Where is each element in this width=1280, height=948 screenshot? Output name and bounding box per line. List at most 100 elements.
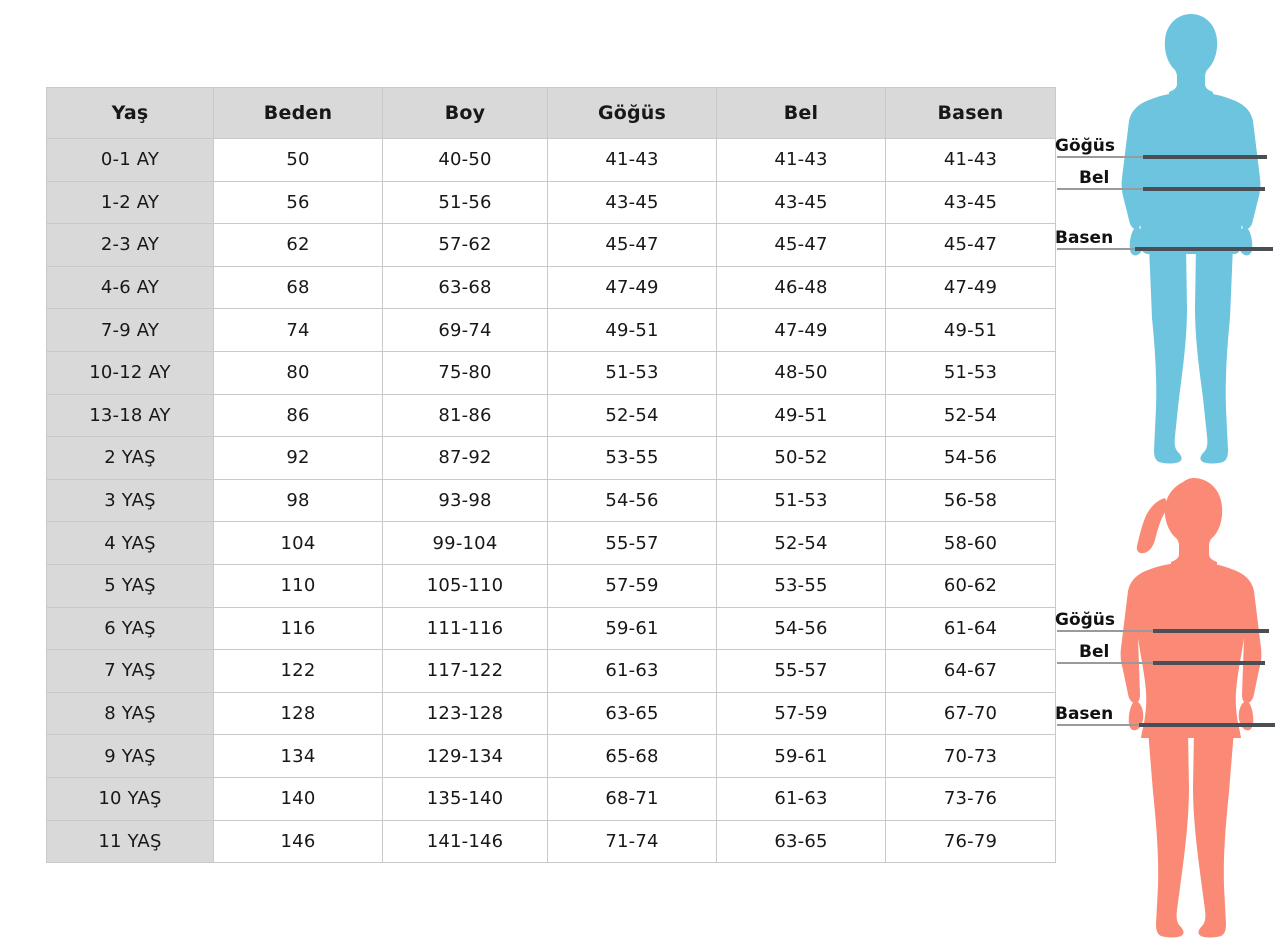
column-header-basen: Basen [885, 87, 1056, 139]
cell-age: 4 YAŞ [46, 521, 214, 565]
cell-bel: 41-43 [716, 138, 886, 182]
male-body-silhouette [1121, 14, 1261, 464]
cell-bel: 47-49 [716, 308, 886, 352]
cell-beden: 98 [213, 478, 383, 523]
cell-beden: 128 [213, 691, 383, 736]
male-hip-leader-line [1057, 248, 1187, 250]
cell-bel: 59-61 [716, 734, 886, 778]
table-row: 7-9 AY 74 69-74 49-51 47-49 49-51 [46, 308, 1056, 352]
cell-göğüs: 57-59 [547, 563, 717, 608]
cell-basen: 47-49 [885, 265, 1056, 310]
cell-bel: 48-50 [716, 350, 886, 395]
column-header-age: Yaş [46, 87, 214, 139]
table-row: 2-3 AY 62 57-62 45-47 45-47 45-47 [46, 223, 1056, 267]
table-row: 7 YAŞ 122 117-122 61-63 55-57 64-67 [46, 649, 1056, 693]
column-header-gogus: Göğüs [547, 87, 717, 139]
cell-beden: 134 [213, 734, 383, 778]
cell-boy: 141-146 [382, 819, 548, 864]
table-body: 0-1 AY 50 40-50 41-43 41-43 41-43 1-2 AY 56 51-5… [46, 138, 1056, 864]
cell-basen: 51-53 [885, 350, 1056, 395]
cell-bel: 55-57 [716, 649, 886, 693]
cell-beden: 68 [213, 265, 383, 310]
female-chest-leader-line [1057, 630, 1189, 632]
cell-age: 9 YAŞ [46, 734, 214, 778]
cell-age: 6 YAŞ [46, 606, 214, 651]
male-figure-block: Göğüs Bel Basen [1055, 8, 1280, 478]
cell-beden: 104 [213, 521, 383, 565]
cell-age: 10-12 AY [46, 350, 214, 395]
cell-göğüs: 45-47 [547, 223, 717, 267]
cell-age: 7 YAŞ [46, 649, 214, 693]
cell-beden: 56 [213, 180, 383, 225]
cell-beden: 140 [213, 776, 383, 821]
male-waist-measure: Bel [1055, 168, 1280, 191]
cell-boy: 51-56 [382, 180, 548, 225]
cell-basen: 45-47 [885, 223, 1056, 267]
cell-basen: 64-67 [885, 649, 1056, 693]
male-waist-leader-line [1057, 188, 1185, 190]
female-hip-measure: Basen [1055, 705, 1280, 727]
cell-boy: 69-74 [382, 308, 548, 352]
female-waist-measure-bar [1153, 661, 1265, 665]
male-hip-measure-bar [1135, 247, 1273, 251]
female-chest-measure-bar [1153, 629, 1269, 633]
cell-age: 2-3 AY [46, 223, 214, 267]
cell-bel: 50-52 [716, 436, 886, 480]
cell-bel: 61-63 [716, 776, 886, 821]
cell-boy: 87-92 [382, 436, 548, 480]
cell-beden: 122 [213, 649, 383, 693]
cell-age: 2 YAŞ [46, 436, 214, 480]
cell-göğüs: 41-43 [547, 138, 717, 182]
table-row: 3 YAŞ 98 93-98 54-56 51-53 56-58 [46, 478, 1056, 523]
cell-göğüs: 49-51 [547, 308, 717, 352]
cell-boy: 105-110 [382, 563, 548, 608]
cell-bel: 46-48 [716, 265, 886, 310]
cell-göğüs: 53-55 [547, 436, 717, 480]
cell-basen: 60-62 [885, 563, 1056, 608]
cell-boy: 81-86 [382, 393, 548, 438]
cell-bel: 63-65 [716, 819, 886, 864]
male-chest-measure-bar [1143, 155, 1267, 159]
table-row: 0-1 AY 50 40-50 41-43 41-43 41-43 [46, 138, 1056, 182]
table-row: 13-18 AY 86 81-86 52-54 49-51 52-54 [46, 393, 1056, 438]
table-row: 1-2 AY 56 51-56 43-45 43-45 43-45 [46, 180, 1056, 225]
table-header: Yaş Beden Boy Göğüs Bel Basen [46, 87, 1056, 139]
cell-age: 0-1 AY [46, 138, 214, 182]
cell-age: 4-6 AY [46, 265, 214, 310]
cell-göğüs: 51-53 [547, 350, 717, 395]
column-header-boy: Boy [382, 87, 548, 139]
cell-bel: 51-53 [716, 478, 886, 523]
cell-bel: 52-54 [716, 521, 886, 565]
cell-bel: 49-51 [716, 393, 886, 438]
cell-bel: 53-55 [716, 563, 886, 608]
cell-göğüs: 63-65 [547, 691, 717, 736]
column-header-bel: Bel [716, 87, 886, 139]
female-hip-measure-bar [1139, 723, 1275, 727]
table-row: 5 YAŞ 110 105-110 57-59 53-55 60-62 [46, 563, 1056, 608]
female-figure-block: Göğüs Bel Basen [1055, 470, 1280, 948]
cell-göğüs: 59-61 [547, 606, 717, 651]
cell-göğüs: 65-68 [547, 734, 717, 778]
cell-bel: 43-45 [716, 180, 886, 225]
table-row: 10-12 AY 80 75-80 51-53 48-50 51-53 [46, 350, 1056, 395]
female-waist-measure: Bel [1055, 643, 1280, 665]
cell-basen: 73-76 [885, 776, 1056, 821]
cell-basen: 52-54 [885, 393, 1056, 438]
cell-boy: 99-104 [382, 521, 548, 565]
female-hip-leader-line [1057, 724, 1189, 726]
cell-age: 3 YAŞ [46, 478, 214, 523]
cell-göğüs: 71-74 [547, 819, 717, 864]
cell-beden: 86 [213, 393, 383, 438]
male-waist-label: Bel [1079, 168, 1110, 188]
cell-beden: 74 [213, 308, 383, 352]
cell-bel: 57-59 [716, 691, 886, 736]
cell-basen: 76-79 [885, 819, 1056, 864]
cell-göğüs: 55-57 [547, 521, 717, 565]
cell-basen: 56-58 [885, 478, 1056, 523]
cell-basen: 70-73 [885, 734, 1056, 778]
cell-boy: 75-80 [382, 350, 548, 395]
female-body-silhouette [1120, 478, 1262, 938]
cell-beden: 80 [213, 350, 383, 395]
cell-boy: 135-140 [382, 776, 548, 821]
cell-göğüs: 47-49 [547, 265, 717, 310]
